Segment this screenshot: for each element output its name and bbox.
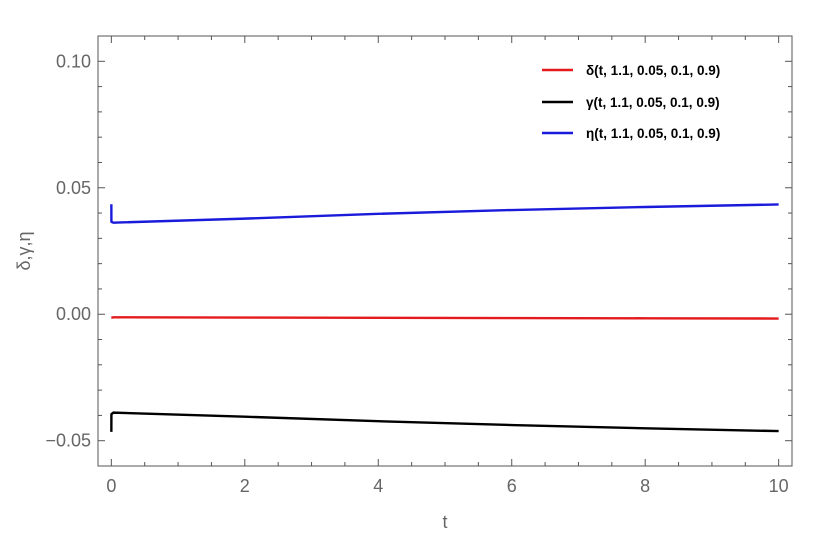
x-tick-label: 0: [106, 476, 116, 496]
x-tick-label: 2: [240, 476, 250, 496]
x-tick-label: 6: [507, 476, 517, 496]
series-line-3: [110, 203, 779, 224]
y-tick-label: 0.10: [56, 51, 91, 71]
x-axis-label: t: [442, 512, 447, 532]
x-tick-label: 10: [769, 476, 789, 496]
legend-label-delta: δ(t, 1.1, 0.05, 0.1, 0.9): [586, 63, 720, 78]
tick-labels: 0 2 4 6 8 10 −0.05 0.00 0.05 0.10: [45, 51, 788, 496]
y-tick-label: 0.05: [56, 178, 91, 198]
x-tick-label: 4: [373, 476, 383, 496]
series-line-2: [110, 411, 779, 433]
y-tick-label: 0.00: [56, 304, 91, 324]
y-tick-label: −0.05: [45, 431, 91, 451]
legend-label-eta: η(t, 1.1, 0.05, 0.1, 0.9): [586, 126, 720, 141]
legend-label-gamma: γ(t, 1.1, 0.05, 0.1, 0.9): [586, 95, 720, 110]
series-lines: [110, 203, 779, 433]
x-tick-label: 8: [640, 476, 650, 496]
ticks: [98, 35, 792, 467]
y-axis-label: δ,γ,η: [14, 231, 34, 270]
legend: δ(t, 1.1, 0.05, 0.1, 0.9) γ(t, 1.1, 0.05…: [542, 63, 720, 141]
series-line-1: [111, 316, 779, 320]
